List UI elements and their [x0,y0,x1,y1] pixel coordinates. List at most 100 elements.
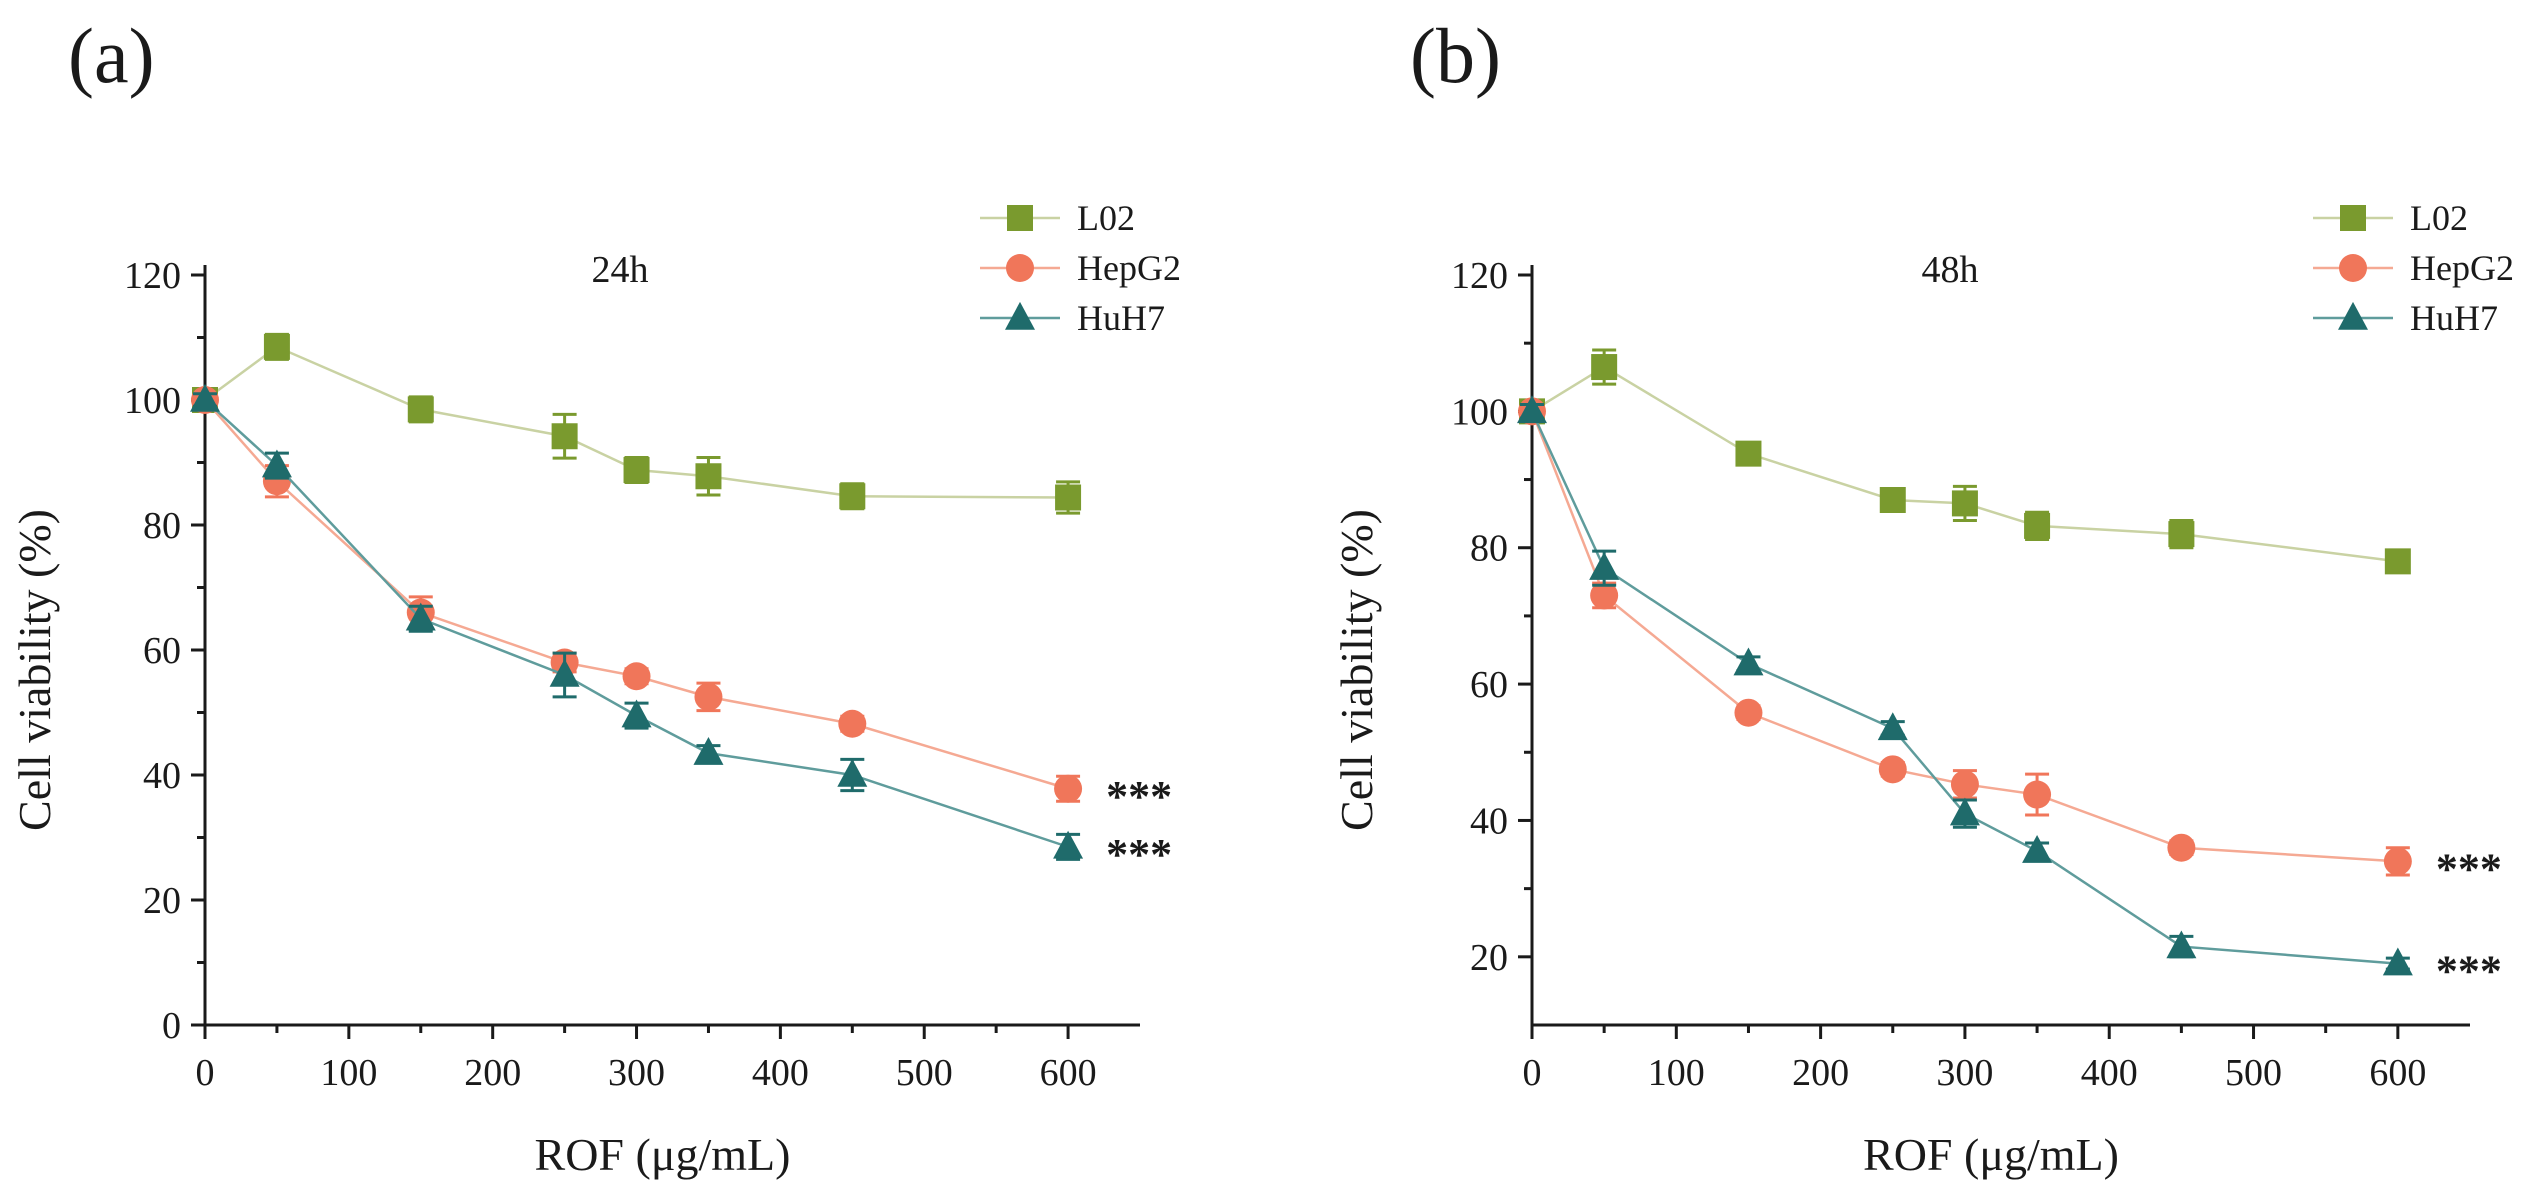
y-tick-label: 40 [143,755,181,797]
panel-label: (b) [1410,12,1501,99]
data-point-L02 [2384,548,2411,575]
series-L02 [1519,348,2411,575]
data-point-HuH7 [261,449,292,478]
y-tick-label: 100 [1451,391,1508,433]
data-point-HepG2 [838,709,867,738]
data-point-HuH7 [693,737,724,765]
series-line-HepG2 [1530,410,2398,863]
data-point-HepG2 [1590,581,1619,610]
significance-label: *** [1106,830,1172,879]
data-point-L02 [695,463,722,490]
data-point-HuH7 [1949,797,1980,826]
x-tick-label: 600 [2369,1052,2426,1094]
data-point-HepG2 [2383,847,2412,876]
y-axis-title: Cell viability (%) [1331,509,1382,831]
data-point-HuH7 [1053,830,1084,859]
data-point-L02 [623,457,650,483]
y-tick-label: 40 [1470,800,1508,842]
data-point-HuH7 [405,602,436,631]
y-axis-title: Cell viability (%) [9,509,60,831]
y-tick-label: 80 [143,505,181,547]
legend-label: HuH7 [1077,298,1165,338]
data-point-HuH7 [2022,835,2053,863]
data-point-L02 [2168,521,2195,548]
data-point-HuH7 [1877,712,1908,741]
significance-label: *** [2436,844,2502,893]
y-tick-label: 0 [162,1005,181,1047]
panel-label: (a) [68,12,155,99]
significance-label: *** [2436,947,2502,996]
legend-label: L02 [1077,198,1135,238]
series-line-HuH7 [204,399,1069,849]
data-point-HepG2 [1054,774,1083,803]
x-axis-title: ROF (μg/mL) [1863,1129,2119,1180]
data-point-L02 [263,333,290,360]
y-tick-label: 120 [1451,255,1508,297]
data-point-L02 [1591,354,1618,381]
series-line-L02 [1531,365,2399,563]
legend: L02 HepG2 HuH7 [980,198,1181,338]
x-tick-label: 0 [196,1052,215,1094]
data-point-HuH7 [837,758,868,787]
x-tick-label: 100 [1648,1052,1705,1094]
x-tick-label: 400 [752,1052,809,1094]
legend-marker-HuH7 [1005,301,1035,330]
x-tick-label: 100 [320,1052,377,1094]
data-point-HepG2 [2167,833,2196,862]
legend-label: HuH7 [2410,298,2498,338]
data-point-HepG2 [2023,780,2052,809]
legend-marker-HuH7 [2338,301,2368,330]
data-point-L02 [1055,484,1082,511]
x-tick-label: 600 [1040,1052,1097,1094]
data-point-HuH7 [549,658,580,687]
series-HuH7 [190,383,1084,861]
data-point-L02 [1879,487,1906,513]
chart-title: 48h [1922,249,1979,291]
data-point-HepG2 [1878,755,1907,784]
legend-label: L02 [2410,198,2468,238]
y-tick-label: 60 [143,630,181,672]
x-tick-label: 300 [1936,1052,1993,1094]
x-tick-label: 200 [1792,1052,1849,1094]
data-point-L02 [839,483,866,510]
data-point-HuH7 [2166,930,2197,959]
legend-marker-L02 [2340,205,2366,231]
data-point-HepG2 [1734,698,1763,727]
legend: L02 HepG2 HuH7 [2313,198,2514,338]
chart-panel-b: (b) 0 100 200 300 400 500 600 20 40 60 80 100 120 ROF … [1331,12,2514,1180]
data-point-HuH7 [2382,947,2413,976]
chart-panel-a: (a) 0 100 200 300 400 500 600 0 20 40 60 80 100 120 ROF… [9,12,1181,1180]
x-tick-label: 500 [2225,1052,2282,1094]
series-line-HuH7 [1530,410,2398,965]
y-tick-label: 60 [1470,664,1508,706]
data-point-L02 [1735,440,1762,467]
x-tick-label: 500 [896,1052,953,1094]
data-point-L02 [2024,512,2051,539]
series-L02 [192,332,1082,515]
series-HuH7 [1517,395,2413,976]
data-point-HuH7 [1517,395,1547,424]
data-point-L02 [551,423,578,450]
data-point-HepG2 [694,682,723,711]
data-point-HepG2 [622,662,651,691]
legend-marker-HepG2 [1006,254,1034,282]
data-point-HuH7 [621,699,652,728]
y-tick-label: 80 [1470,528,1508,570]
x-tick-label: 300 [608,1052,665,1094]
series-line-L02 [204,345,1069,499]
legend-marker-HepG2 [2339,254,2367,282]
data-point-HuH7 [1589,552,1620,580]
x-tick-label: 0 [1523,1052,1542,1094]
x-axis-title: ROF (μg/mL) [535,1129,791,1180]
chart-title: 24h [592,249,649,291]
y-tick-label: 20 [1470,937,1508,979]
data-point-HuH7 [1733,647,1764,676]
legend-label: HepG2 [2410,248,2514,288]
data-point-L02 [1951,490,1978,517]
x-tick-label: 400 [2081,1052,2138,1094]
legend-marker-L02 [1007,205,1033,231]
y-tick-label: 120 [124,255,181,297]
legend-label: HepG2 [1077,248,1181,288]
y-tick-label: 20 [143,880,181,922]
